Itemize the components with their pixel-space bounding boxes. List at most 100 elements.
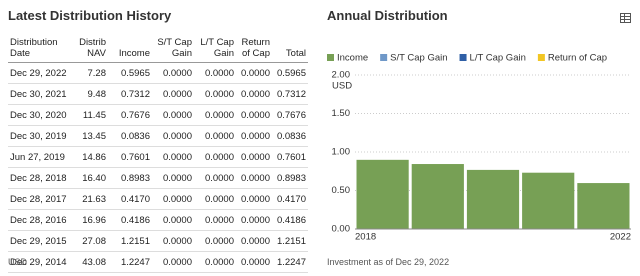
table-cell: Dec 29, 2022 — [8, 62, 72, 84]
table-cell: 0.0000 — [152, 62, 194, 84]
table-cell: 0.0000 — [152, 251, 194, 273]
y-unit: USD — [332, 81, 352, 92]
table-cell: 0.0836 — [272, 125, 308, 147]
table-row: Dec 30, 2019 13.45 0.0836 0.0000 0.0000 0.000… — [8, 125, 308, 147]
bar-segment — [466, 169, 520, 229]
table-cell: 0.4186 — [272, 209, 308, 231]
table-footnote: USD — [8, 257, 28, 267]
table-cell: 0.7676 — [108, 104, 152, 126]
table-row: Dec 30, 2020 11.45 0.7676 0.0000 0.0000 0.000… — [8, 104, 308, 126]
table-cell: Dec 30, 2021 — [8, 83, 72, 105]
table-cell: 0.0000 — [152, 188, 194, 210]
table-cell: 0.0000 — [194, 146, 236, 168]
table-cell: 0.0000 — [194, 230, 236, 252]
table-cell: 0.0000 — [152, 146, 194, 168]
table-cell: Dec 29, 2015 — [8, 230, 72, 252]
table-cell: 0.0000 — [194, 167, 236, 189]
table-cell: Dec 30, 2019 — [8, 125, 72, 147]
chart-title: Annual Distribution — [327, 8, 448, 23]
table-cell: 1.2151 — [108, 230, 152, 252]
legend-label: Return of Cap — [548, 53, 607, 64]
table-cell: 0.0000 — [194, 209, 236, 231]
table-cell: 0.5965 — [272, 62, 308, 84]
table-cell: 0.0000 — [194, 125, 236, 147]
legend-label: Income — [337, 53, 368, 64]
table-cell: Jun 27, 2019 — [8, 146, 72, 168]
column-header: Total — [272, 32, 308, 63]
x-tick-label: 2018 — [355, 232, 376, 243]
legend-swatch — [327, 54, 334, 61]
table-cell: 0.0000 — [152, 104, 194, 126]
header-row: Distribution Date Distrib NAV Income S/T Ca… — [8, 32, 308, 63]
table-cell: 0.7601 — [108, 146, 152, 168]
column-header: L/T Cap Gain — [194, 32, 236, 63]
table-cell: 0.0000 — [194, 251, 236, 273]
legend-label: L/T Cap Gain — [470, 53, 526, 64]
x-tick-label: 2022 — [610, 232, 631, 243]
table-cell: Dec 28, 2016 — [8, 209, 72, 231]
table-cell: 0.0000 — [236, 251, 272, 273]
table-icon[interactable] — [620, 13, 631, 23]
legend-swatch — [380, 54, 388, 61]
table-cell: 0.8983 — [108, 167, 152, 189]
table-cell: 9.48 — [72, 83, 108, 105]
table-cell: 11.45 — [72, 104, 108, 126]
legend-swatch — [537, 54, 545, 61]
table-row: Jun 27, 2019 14.86 0.7601 0.0000 0.0000 0.000… — [8, 146, 308, 168]
column-header: Distrib NAV — [72, 32, 108, 63]
table-cell: 0.0000 — [236, 167, 272, 189]
table-cell: 0.7312 — [108, 83, 152, 105]
table-cell: 1.2247 — [272, 251, 308, 273]
legend-label: S/T Cap Gain — [390, 53, 447, 64]
table-cell: 0.0000 — [236, 146, 272, 168]
table-cell: 21.63 — [72, 188, 108, 210]
table-cell: 0.0000 — [236, 230, 272, 252]
table-cell: 0.0000 — [152, 209, 194, 231]
table-cell: 0.5965 — [108, 62, 152, 84]
y-tick-label: 1.50 — [332, 108, 351, 119]
table-cell: 16.96 — [72, 209, 108, 231]
table-cell: 0.7312 — [272, 83, 308, 105]
column-header: S/T Cap Gain — [152, 32, 194, 63]
table-cell: 27.08 — [72, 230, 108, 252]
table-row: Dec 29, 2015 27.08 1.2151 0.0000 0.0000 0.000… — [8, 230, 308, 252]
table-cell: 0.0000 — [194, 62, 236, 84]
legend-swatch — [459, 54, 467, 61]
table-row: Dec 28, 2017 21.63 0.4170 0.0000 0.0000 0.000… — [8, 188, 308, 210]
table-cell: 0.7601 — [272, 146, 308, 168]
bar-segment — [411, 164, 464, 229]
table-cell: 0.0000 — [194, 83, 236, 105]
table-cell: Dec 29, 2014 — [8, 251, 72, 273]
table-cell: 0.0000 — [194, 104, 236, 126]
bar-segment — [356, 159, 409, 229]
table-cell: 14.86 — [72, 146, 108, 168]
table-row: Dec 28, 2016 16.96 0.4186 0.0000 0.0000 0.000… — [8, 209, 308, 231]
chart-footnote: Investment as of Dec 29, 2022 — [327, 257, 450, 267]
table-title: Latest Distribution History — [8, 8, 172, 23]
table-cell: 7.28 — [72, 62, 108, 84]
table-cell: 0.4170 — [272, 188, 308, 210]
column-header: Income — [108, 32, 152, 63]
table-row: Dec 29, 2022 7.28 0.5965 0.0000 0.0000 0.0000… — [8, 62, 308, 84]
table-cell: 0.0000 — [236, 83, 272, 105]
table-cell: 0.4186 — [108, 209, 152, 231]
table-row: Dec 30, 2021 9.48 0.7312 0.0000 0.0000 0.0000… — [8, 83, 308, 105]
table-cell: 16.40 — [72, 167, 108, 189]
table-cell: 1.2247 — [108, 251, 152, 273]
table-cell: 0.0000 — [152, 167, 194, 189]
y-tick-label: 0.50 — [332, 185, 351, 196]
distribution-table: Distribution Date Distrib NAV Income S/T Ca… — [8, 32, 308, 273]
table-cell: 43.08 — [72, 251, 108, 273]
table-cell: 0.0000 — [152, 230, 194, 252]
table-cell: Dec 28, 2017 — [8, 188, 72, 210]
table-cell: 0.0000 — [236, 62, 272, 84]
y-tick-label: 1.00 — [332, 147, 351, 158]
y-tick-label: 2.00 — [332, 70, 351, 81]
y-tick-label: 0.00 — [332, 224, 351, 235]
column-header: Return of Cap — [236, 32, 272, 63]
table-cell: 0.0000 — [236, 209, 272, 231]
bar-segment — [522, 172, 575, 229]
table-cell: 0.0000 — [194, 188, 236, 210]
